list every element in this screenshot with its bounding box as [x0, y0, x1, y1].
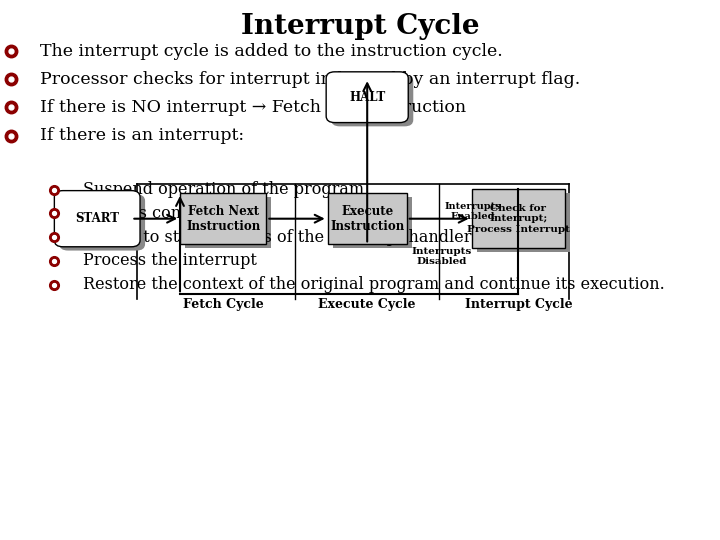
Text: Interrupt Cycle: Interrupt Cycle: [464, 298, 572, 310]
Text: Execute
Instruction: Execute Instruction: [330, 205, 405, 233]
Text: HALT: HALT: [349, 91, 385, 104]
Text: If there is NO interrupt → Fetch next instruction: If there is NO interrupt → Fetch next in…: [40, 99, 466, 116]
Text: Check for
Interrupt;
Process Interrupt: Check for Interrupt; Process Interrupt: [467, 204, 570, 234]
Text: Set PC to start address of the interrupt handler: Set PC to start address of the interrupt…: [83, 228, 472, 246]
Text: Execute Cycle: Execute Cycle: [318, 298, 416, 310]
Text: Processor checks for interrupt indicated by an interrupt flag.: Processor checks for interrupt indicated…: [40, 71, 580, 88]
FancyBboxPatch shape: [185, 197, 271, 248]
Text: START: START: [75, 212, 120, 225]
Text: Restore the context of the original program and continue its execution.: Restore the context of the original prog…: [83, 276, 665, 293]
Text: Interrupts
Disabled: Interrupts Disabled: [412, 247, 472, 266]
FancyBboxPatch shape: [331, 76, 413, 126]
FancyBboxPatch shape: [477, 193, 570, 252]
Text: Save its context: Save its context: [83, 205, 212, 222]
Text: If there is an interrupt:: If there is an interrupt:: [40, 127, 244, 144]
FancyBboxPatch shape: [55, 191, 140, 247]
Text: Interrupt Cycle: Interrupt Cycle: [240, 14, 480, 40]
FancyBboxPatch shape: [326, 72, 408, 123]
FancyBboxPatch shape: [180, 193, 266, 244]
FancyBboxPatch shape: [333, 197, 412, 248]
FancyBboxPatch shape: [60, 194, 145, 251]
Text: Suspend operation of the program: Suspend operation of the program: [83, 181, 364, 198]
Text: Interrupts
Enabled: Interrupts Enabled: [445, 202, 502, 221]
FancyBboxPatch shape: [472, 189, 565, 248]
Text: Fetch Next
Instruction: Fetch Next Instruction: [186, 205, 261, 233]
FancyBboxPatch shape: [328, 193, 407, 244]
Text: Fetch Cycle: Fetch Cycle: [183, 298, 264, 310]
Text: Process the interrupt: Process the interrupt: [83, 252, 256, 269]
Text: The interrupt cycle is added to the instruction cycle.: The interrupt cycle is added to the inst…: [40, 43, 503, 60]
